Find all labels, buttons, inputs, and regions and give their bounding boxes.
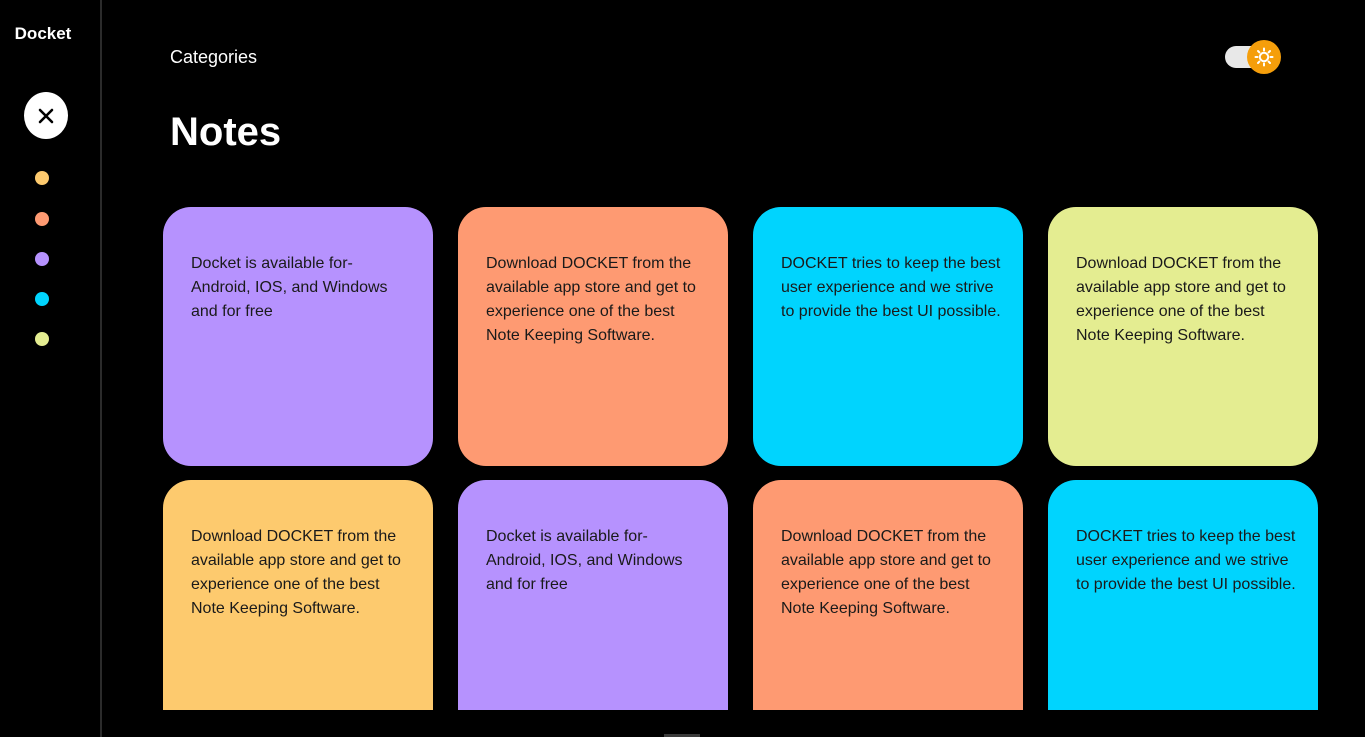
note-card[interactable]: Download DOCKET from the available app s… — [163, 480, 433, 710]
color-swatch-cyan[interactable] — [35, 292, 49, 306]
sidebar: Docket — [0, 0, 102, 737]
note-card[interactable]: Download DOCKET from the available app s… — [458, 207, 728, 466]
note-card[interactable]: Download DOCKET from the available app s… — [1048, 207, 1318, 466]
brand-logo: Docket — [14, 24, 72, 43]
notes-grid: Docket is available for-Android, IOS, an… — [163, 207, 1323, 710]
close-button[interactable] — [24, 92, 68, 139]
color-swatch-yellow[interactable] — [35, 171, 49, 185]
note-card[interactable]: DOCKET tries to keep the best user exper… — [1048, 480, 1318, 710]
categories-link[interactable]: Categories — [170, 47, 258, 67]
close-icon — [38, 108, 54, 123]
theme-toggle[interactable] — [1225, 39, 1281, 75]
note-card[interactable]: Download DOCKET from the available app s… — [753, 480, 1023, 710]
sun-icon — [1254, 47, 1274, 67]
scroll-indicator — [664, 734, 700, 737]
note-card[interactable]: Docket is available for-Android, IOS, an… — [458, 480, 728, 710]
note-card[interactable]: Docket is available for-Android, IOS, an… — [163, 207, 433, 466]
main-content: Categories — [102, 0, 1365, 737]
toggle-knob — [1247, 40, 1281, 74]
note-card[interactable]: DOCKET tries to keep the best user exper… — [753, 207, 1023, 466]
color-swatch-purple[interactable] — [35, 252, 49, 266]
color-swatch-lime[interactable] — [35, 332, 49, 346]
page-title: Notes — [170, 110, 282, 154]
color-swatch-orange[interactable] — [35, 212, 49, 226]
